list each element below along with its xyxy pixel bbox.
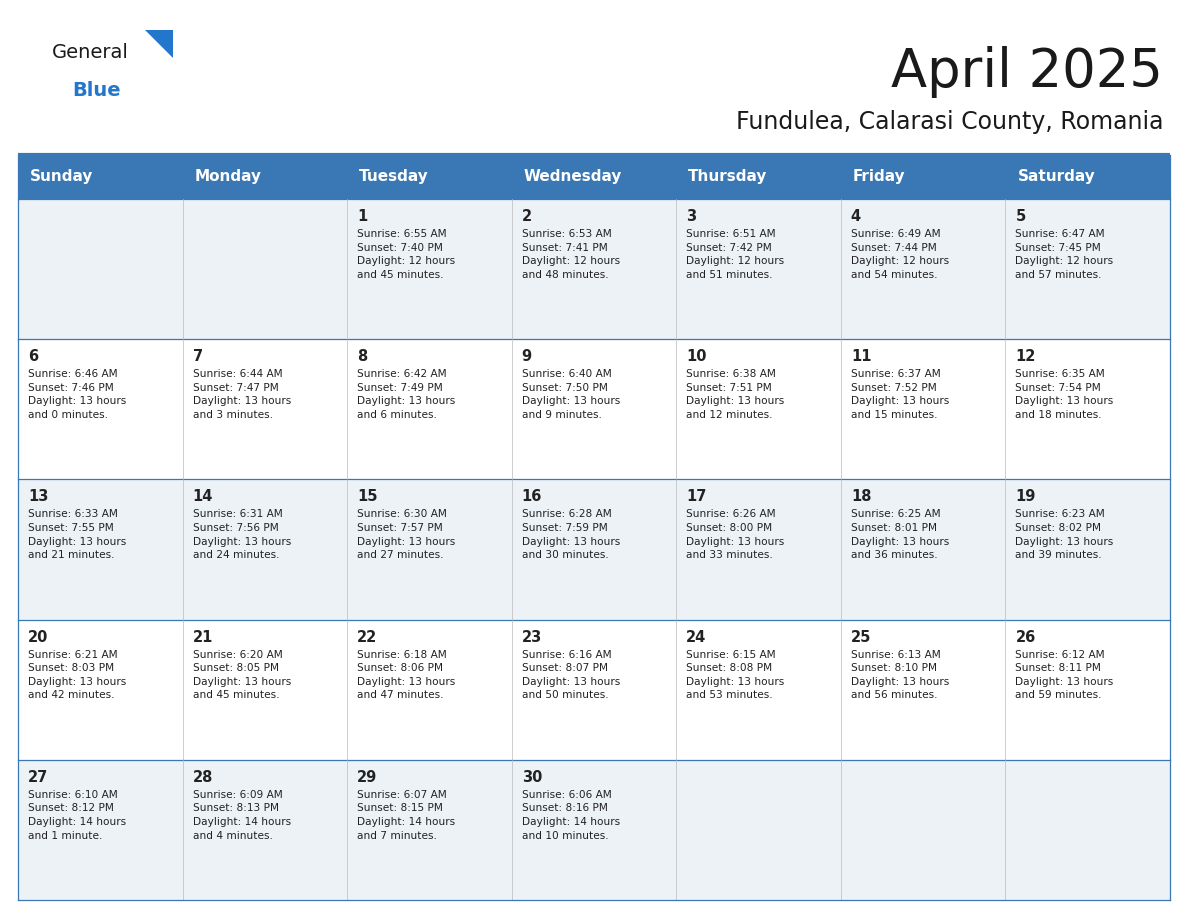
Text: Fundulea, Calarasi County, Romania: Fundulea, Calarasi County, Romania — [735, 110, 1163, 134]
Text: 23: 23 — [522, 630, 542, 644]
Text: Wednesday: Wednesday — [524, 170, 623, 185]
Text: Sunrise: 6:30 AM
Sunset: 7:57 PM
Daylight: 13 hours
and 27 minutes.: Sunrise: 6:30 AM Sunset: 7:57 PM Dayligh… — [358, 509, 455, 560]
Text: 5: 5 — [1016, 209, 1025, 224]
Text: Sunrise: 6:47 AM
Sunset: 7:45 PM
Daylight: 12 hours
and 57 minutes.: Sunrise: 6:47 AM Sunset: 7:45 PM Dayligh… — [1016, 229, 1113, 280]
Text: 24: 24 — [687, 630, 707, 644]
Text: 3: 3 — [687, 209, 696, 224]
Text: 6: 6 — [29, 349, 38, 364]
Text: Sunrise: 6:28 AM
Sunset: 7:59 PM
Daylight: 13 hours
and 30 minutes.: Sunrise: 6:28 AM Sunset: 7:59 PM Dayligh… — [522, 509, 620, 560]
Text: Sunrise: 6:31 AM
Sunset: 7:56 PM
Daylight: 13 hours
and 24 minutes.: Sunrise: 6:31 AM Sunset: 7:56 PM Dayligh… — [192, 509, 291, 560]
Text: Sunrise: 6:16 AM
Sunset: 8:07 PM
Daylight: 13 hours
and 50 minutes.: Sunrise: 6:16 AM Sunset: 8:07 PM Dayligh… — [522, 650, 620, 700]
Text: Sunrise: 6:35 AM
Sunset: 7:54 PM
Daylight: 13 hours
and 18 minutes.: Sunrise: 6:35 AM Sunset: 7:54 PM Dayligh… — [1016, 369, 1113, 420]
Text: Sunrise: 6:12 AM
Sunset: 8:11 PM
Daylight: 13 hours
and 59 minutes.: Sunrise: 6:12 AM Sunset: 8:11 PM Dayligh… — [1016, 650, 1113, 700]
Bar — [18, 199, 1170, 339]
Bar — [18, 620, 1170, 760]
Text: Saturday: Saturday — [1017, 170, 1095, 185]
Text: Monday: Monday — [195, 170, 261, 185]
Bar — [18, 760, 1170, 900]
Text: Sunrise: 6:20 AM
Sunset: 8:05 PM
Daylight: 13 hours
and 45 minutes.: Sunrise: 6:20 AM Sunset: 8:05 PM Dayligh… — [192, 650, 291, 700]
Text: Sunrise: 6:33 AM
Sunset: 7:55 PM
Daylight: 13 hours
and 21 minutes.: Sunrise: 6:33 AM Sunset: 7:55 PM Dayligh… — [29, 509, 126, 560]
Text: 28: 28 — [192, 770, 213, 785]
Text: Sunrise: 6:15 AM
Sunset: 8:08 PM
Daylight: 13 hours
and 53 minutes.: Sunrise: 6:15 AM Sunset: 8:08 PM Dayligh… — [687, 650, 784, 700]
Text: 18: 18 — [851, 489, 871, 504]
Text: General: General — [52, 43, 128, 62]
Text: 16: 16 — [522, 489, 542, 504]
Text: 27: 27 — [29, 770, 49, 785]
Text: Sunrise: 6:53 AM
Sunset: 7:41 PM
Daylight: 12 hours
and 48 minutes.: Sunrise: 6:53 AM Sunset: 7:41 PM Dayligh… — [522, 229, 620, 280]
Text: 8: 8 — [358, 349, 367, 364]
Text: 12: 12 — [1016, 349, 1036, 364]
Text: Sunrise: 6:13 AM
Sunset: 8:10 PM
Daylight: 13 hours
and 56 minutes.: Sunrise: 6:13 AM Sunset: 8:10 PM Dayligh… — [851, 650, 949, 700]
Text: 2: 2 — [522, 209, 532, 224]
Text: April 2025: April 2025 — [891, 46, 1163, 98]
Text: Sunrise: 6:55 AM
Sunset: 7:40 PM
Daylight: 12 hours
and 45 minutes.: Sunrise: 6:55 AM Sunset: 7:40 PM Dayligh… — [358, 229, 455, 280]
Text: 25: 25 — [851, 630, 871, 644]
Bar — [18, 339, 1170, 479]
Text: Sunrise: 6:06 AM
Sunset: 8:16 PM
Daylight: 14 hours
and 10 minutes.: Sunrise: 6:06 AM Sunset: 8:16 PM Dayligh… — [522, 789, 620, 841]
Text: Sunrise: 6:38 AM
Sunset: 7:51 PM
Daylight: 13 hours
and 12 minutes.: Sunrise: 6:38 AM Sunset: 7:51 PM Dayligh… — [687, 369, 784, 420]
Text: Sunrise: 6:07 AM
Sunset: 8:15 PM
Daylight: 14 hours
and 7 minutes.: Sunrise: 6:07 AM Sunset: 8:15 PM Dayligh… — [358, 789, 455, 841]
Text: Thursday: Thursday — [688, 170, 767, 185]
Text: 22: 22 — [358, 630, 378, 644]
Text: Sunday: Sunday — [30, 170, 94, 185]
Text: Sunrise: 6:21 AM
Sunset: 8:03 PM
Daylight: 13 hours
and 42 minutes.: Sunrise: 6:21 AM Sunset: 8:03 PM Dayligh… — [29, 650, 126, 700]
Text: 20: 20 — [29, 630, 49, 644]
Text: 29: 29 — [358, 770, 378, 785]
Text: 17: 17 — [687, 489, 707, 504]
Text: 30: 30 — [522, 770, 542, 785]
Polygon shape — [145, 30, 173, 58]
Text: Sunrise: 6:49 AM
Sunset: 7:44 PM
Daylight: 12 hours
and 54 minutes.: Sunrise: 6:49 AM Sunset: 7:44 PM Dayligh… — [851, 229, 949, 280]
Text: 4: 4 — [851, 209, 861, 224]
Text: Sunrise: 6:42 AM
Sunset: 7:49 PM
Daylight: 13 hours
and 6 minutes.: Sunrise: 6:42 AM Sunset: 7:49 PM Dayligh… — [358, 369, 455, 420]
Text: Friday: Friday — [853, 170, 905, 185]
Text: Sunrise: 6:18 AM
Sunset: 8:06 PM
Daylight: 13 hours
and 47 minutes.: Sunrise: 6:18 AM Sunset: 8:06 PM Dayligh… — [358, 650, 455, 700]
Text: Tuesday: Tuesday — [359, 170, 429, 185]
Text: 14: 14 — [192, 489, 213, 504]
Text: 26: 26 — [1016, 630, 1036, 644]
Text: Sunrise: 6:10 AM
Sunset: 8:12 PM
Daylight: 14 hours
and 1 minute.: Sunrise: 6:10 AM Sunset: 8:12 PM Dayligh… — [29, 789, 126, 841]
Text: 19: 19 — [1016, 489, 1036, 504]
Text: Sunrise: 6:26 AM
Sunset: 8:00 PM
Daylight: 13 hours
and 33 minutes.: Sunrise: 6:26 AM Sunset: 8:00 PM Dayligh… — [687, 509, 784, 560]
Text: 10: 10 — [687, 349, 707, 364]
Bar — [18, 155, 1170, 199]
Text: 11: 11 — [851, 349, 871, 364]
Text: Sunrise: 6:25 AM
Sunset: 8:01 PM
Daylight: 13 hours
and 36 minutes.: Sunrise: 6:25 AM Sunset: 8:01 PM Dayligh… — [851, 509, 949, 560]
Text: Sunrise: 6:37 AM
Sunset: 7:52 PM
Daylight: 13 hours
and 15 minutes.: Sunrise: 6:37 AM Sunset: 7:52 PM Dayligh… — [851, 369, 949, 420]
Text: 15: 15 — [358, 489, 378, 504]
Text: Sunrise: 6:44 AM
Sunset: 7:47 PM
Daylight: 13 hours
and 3 minutes.: Sunrise: 6:44 AM Sunset: 7:47 PM Dayligh… — [192, 369, 291, 420]
Text: 7: 7 — [192, 349, 203, 364]
Text: Sunrise: 6:09 AM
Sunset: 8:13 PM
Daylight: 14 hours
and 4 minutes.: Sunrise: 6:09 AM Sunset: 8:13 PM Dayligh… — [192, 789, 291, 841]
Text: Sunrise: 6:23 AM
Sunset: 8:02 PM
Daylight: 13 hours
and 39 minutes.: Sunrise: 6:23 AM Sunset: 8:02 PM Dayligh… — [1016, 509, 1113, 560]
Bar — [18, 479, 1170, 620]
Text: Sunrise: 6:40 AM
Sunset: 7:50 PM
Daylight: 13 hours
and 9 minutes.: Sunrise: 6:40 AM Sunset: 7:50 PM Dayligh… — [522, 369, 620, 420]
Text: 9: 9 — [522, 349, 532, 364]
Text: 1: 1 — [358, 209, 367, 224]
Text: 21: 21 — [192, 630, 213, 644]
Text: Sunrise: 6:46 AM
Sunset: 7:46 PM
Daylight: 13 hours
and 0 minutes.: Sunrise: 6:46 AM Sunset: 7:46 PM Dayligh… — [29, 369, 126, 420]
Text: 13: 13 — [29, 489, 49, 504]
Text: Blue: Blue — [72, 81, 121, 100]
Text: Sunrise: 6:51 AM
Sunset: 7:42 PM
Daylight: 12 hours
and 51 minutes.: Sunrise: 6:51 AM Sunset: 7:42 PM Dayligh… — [687, 229, 784, 280]
